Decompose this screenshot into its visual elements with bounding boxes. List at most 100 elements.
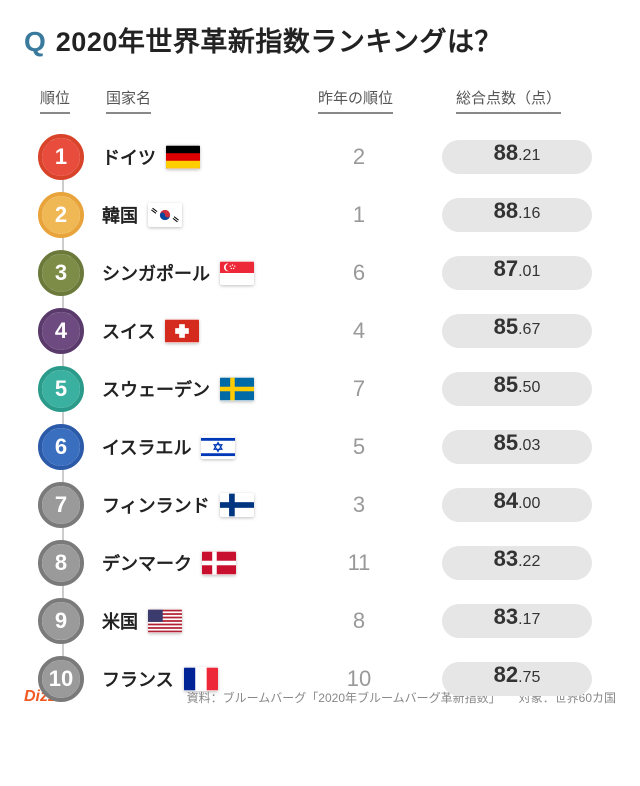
table-row: 9 米国 8 83.17 (24, 592, 616, 650)
score-pill: 88.16 (442, 198, 592, 232)
score-dec: .67 (518, 321, 540, 339)
score-int: 82 (494, 662, 518, 688)
flag-icon (202, 551, 236, 575)
score-int: 83 (494, 546, 518, 572)
table-row: 6 イスラエル 5 85.03 (24, 418, 616, 476)
flag-icon (148, 203, 182, 227)
score-int: 85 (494, 430, 518, 456)
country-name: ドイツ (102, 144, 156, 170)
table-row: 7 フィンランド 3 84.00 (24, 476, 616, 534)
score-int: 84 (494, 488, 518, 514)
flag-icon (220, 377, 254, 401)
country-cell: フィンランド (94, 492, 294, 518)
table-body: 1 ドイツ 2 88.21 2 韓国 1 88.16 3 シンガポール 6 (24, 128, 616, 708)
score-pill: 83.22 (442, 546, 592, 580)
country-cell: フランス (94, 666, 294, 692)
rank-badge: 3 (38, 250, 84, 296)
score-pill: 85.50 (442, 372, 592, 406)
country-name: スウェーデン (102, 376, 210, 402)
score-dec: .75 (518, 669, 540, 687)
country-name: 米国 (102, 608, 138, 634)
flag-icon (165, 319, 199, 343)
score-pill: 83.17 (442, 604, 592, 638)
score-int: 87 (494, 256, 518, 282)
prev-rank: 6 (294, 260, 424, 286)
prev-rank: 1 (294, 202, 424, 228)
prev-rank: 8 (294, 608, 424, 634)
flag-icon (220, 493, 254, 517)
score-dec: .21 (518, 147, 540, 165)
score-dec: .01 (518, 263, 540, 281)
table-row: 10 フランス 10 82.75 (24, 650, 616, 708)
title-text: 2020年世界革新指数ランキングは？ (56, 20, 502, 59)
table-row: 4 スイス 4 85.67 (24, 302, 616, 360)
score-dec: .50 (518, 379, 540, 397)
score-pill: 88.21 (442, 140, 592, 174)
country-name: フランス (102, 666, 174, 692)
country-name: シンガポール (102, 260, 210, 286)
country-cell: スイス (94, 318, 294, 344)
score-pill: 85.67 (442, 314, 592, 348)
infographic-container: Q 2020年世界革新指数ランキングは？ 順位 国家名 昨年の順位 総合点数（点… (0, 0, 640, 718)
score-dec: .16 (518, 205, 540, 223)
country-cell: スウェーデン (94, 376, 294, 402)
rank-badge: 9 (38, 598, 84, 644)
rank-badge: 10 (38, 656, 84, 702)
table-row: 1 ドイツ 2 88.21 (24, 128, 616, 186)
flag-icon (184, 667, 218, 691)
rank-badge: 5 (38, 366, 84, 412)
flag-icon (220, 261, 254, 285)
country-cell: ドイツ (94, 144, 294, 170)
prev-rank: 11 (294, 550, 424, 576)
prev-rank: 4 (294, 318, 424, 344)
score-pill: 84.00 (442, 488, 592, 522)
flag-icon (201, 435, 235, 459)
country-name: イスラエル (102, 434, 191, 460)
score-dec: .17 (518, 611, 540, 629)
title-row: Q 2020年世界革新指数ランキングは？ (24, 20, 616, 59)
score-dec: .03 (518, 437, 540, 455)
flag-icon (148, 609, 182, 633)
country-cell: 米国 (94, 608, 294, 634)
score-int: 88 (494, 140, 518, 166)
rank-badge: 7 (38, 482, 84, 528)
country-cell: デンマーク (94, 550, 294, 576)
score-pill: 85.03 (442, 430, 592, 464)
table-row: 8 デンマーク 11 83.22 (24, 534, 616, 592)
header-name: 国家名 (106, 87, 151, 114)
header-score: 総合点数（点） (456, 87, 561, 114)
prev-rank: 7 (294, 376, 424, 402)
prev-rank: 2 (294, 144, 424, 170)
country-cell: イスラエル (94, 434, 294, 460)
country-name: フィンランド (102, 492, 210, 518)
score-int: 83 (494, 604, 518, 630)
header-rank: 順位 (40, 87, 70, 114)
prev-rank: 3 (294, 492, 424, 518)
prev-rank: 10 (294, 666, 424, 692)
score-int: 85 (494, 314, 518, 340)
country-name: スイス (102, 318, 155, 344)
rank-badge: 1 (38, 134, 84, 180)
table-row: 3 シンガポール 6 87.01 (24, 244, 616, 302)
score-pill: 82.75 (442, 662, 592, 696)
table-row: 5 スウェーデン 7 85.50 (24, 360, 616, 418)
country-cell: 韓国 (94, 202, 294, 228)
score-dec: .22 (518, 553, 540, 571)
score-dec: .00 (518, 495, 540, 513)
country-name: デンマーク (102, 550, 192, 576)
flag-icon (166, 145, 200, 169)
rank-badge: 8 (38, 540, 84, 586)
rank-badge: 2 (38, 192, 84, 238)
country-cell: シンガポール (94, 260, 294, 286)
country-name: 韓国 (102, 202, 138, 228)
prev-rank: 5 (294, 434, 424, 460)
header-prev: 昨年の順位 (318, 87, 393, 114)
q-mark: Q (24, 26, 46, 58)
rank-badge: 6 (38, 424, 84, 470)
table-row: 2 韓国 1 88.16 (24, 186, 616, 244)
rank-badge: 4 (38, 308, 84, 354)
score-int: 85 (494, 372, 518, 398)
table-header: 順位 国家名 昨年の順位 総合点数（点） (24, 87, 616, 114)
score-pill: 87.01 (442, 256, 592, 290)
score-int: 88 (494, 198, 518, 224)
